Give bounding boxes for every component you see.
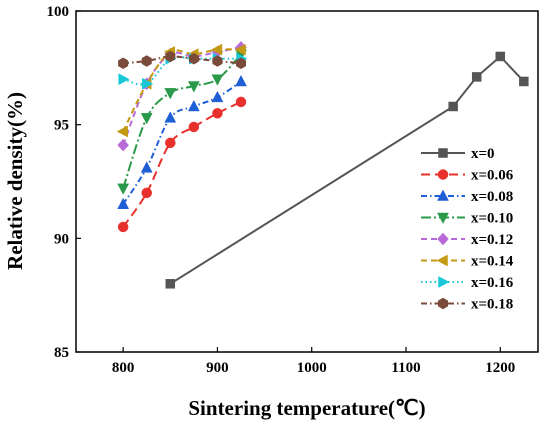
legend-item-x-0: x=0 [421,146,495,162]
data-point [117,138,129,152]
legend-label: x=0.12 [471,232,513,248]
series-x-0 [165,51,529,289]
data-point [495,51,506,62]
series-x-0-06 [117,96,247,233]
legend-label: x=0.10 [471,211,513,227]
y-tick-label: 100 [47,4,70,20]
series-x-0-18 [118,50,247,70]
series-line [122,53,242,189]
data-point [519,76,529,87]
data-point [212,55,223,67]
legend-item-x-0-14: x=0.14 [421,254,514,270]
series-x-0-16 [118,52,248,90]
legend-label: x=0.06 [471,168,514,184]
data-point [448,101,458,112]
data-point [165,137,176,149]
data-point [234,43,246,56]
data-point [211,74,224,86]
data-point [141,187,152,199]
y-tick-label: 90 [54,231,69,247]
data-point [140,161,153,173]
data-point [165,50,176,63]
series-layer [116,41,529,289]
legend-marker [437,212,449,225]
legend-label: x=0 [471,146,495,162]
x-axis-title: Sintering temperature(℃) [188,396,425,420]
series-line [123,55,242,65]
legend-item-x-0-12: x=0.12 [421,232,513,248]
data-point [118,57,129,70]
legend-item-x-0-16: x=0.16 [421,275,514,291]
data-point [140,113,153,125]
plot-frame [75,10,539,353]
y-tick-label: 85 [54,345,69,361]
x-tick-label: 1100 [391,360,420,376]
legend-item-x-0-08: x=0.08 [421,189,513,205]
x-tick-label: 800 [112,360,135,376]
x-tick-label: 900 [206,360,229,376]
legend-label: x=0.16 [471,275,514,291]
data-point [187,99,200,112]
data-point [211,90,224,103]
x-tick-label: 1000 [297,360,327,376]
legend-item-x-0-10: x=0.10 [421,211,513,227]
data-point [118,73,130,86]
data-point [235,96,247,108]
legend-label: x=0.18 [471,297,513,313]
legend-marker [437,189,449,201]
legend-label: x=0.14 [471,254,514,270]
legend: x=0 x=0.06 x=0.08 x=0.10 x=0.12 x=0.14 x=0.16 x… [421,146,514,313]
data-point [164,111,177,123]
series-x-0-10 [117,49,247,195]
data-point [212,108,223,119]
data-point [141,77,154,90]
data-point [117,183,130,195]
data-point [235,57,247,70]
x-tick-label: 1200 [485,360,515,376]
data-point [117,197,130,209]
data-point [210,43,223,56]
legend-marker [436,254,448,267]
data-point [235,74,247,87]
data-point [116,125,128,138]
data-point [188,52,199,65]
legend-marker [437,297,449,310]
data-point [188,121,200,133]
series-line [122,80,242,205]
data-point [165,279,176,289]
legend-marker [437,169,449,180]
data-point [117,221,129,233]
legend-item-x-0-06: x=0.06 [421,168,514,184]
y-tick-label: 95 [54,118,69,134]
axis-ticks: 800 900 1000 1100 1200 85 90 95 100 [47,4,516,376]
series-x-0-08 [117,74,247,209]
legend-marker [438,148,448,158]
data-point [164,88,177,100]
data-point [187,81,200,93]
legend-item-x-0-18: x=0.18 [421,297,513,313]
legend-marker [437,232,449,246]
data-point [471,72,482,82]
data-point [141,55,152,67]
y-axis-title: Relative density(%) [3,92,27,270]
legend-marker [438,276,450,288]
legend-label: x=0.08 [471,189,513,205]
series-line [122,101,242,228]
